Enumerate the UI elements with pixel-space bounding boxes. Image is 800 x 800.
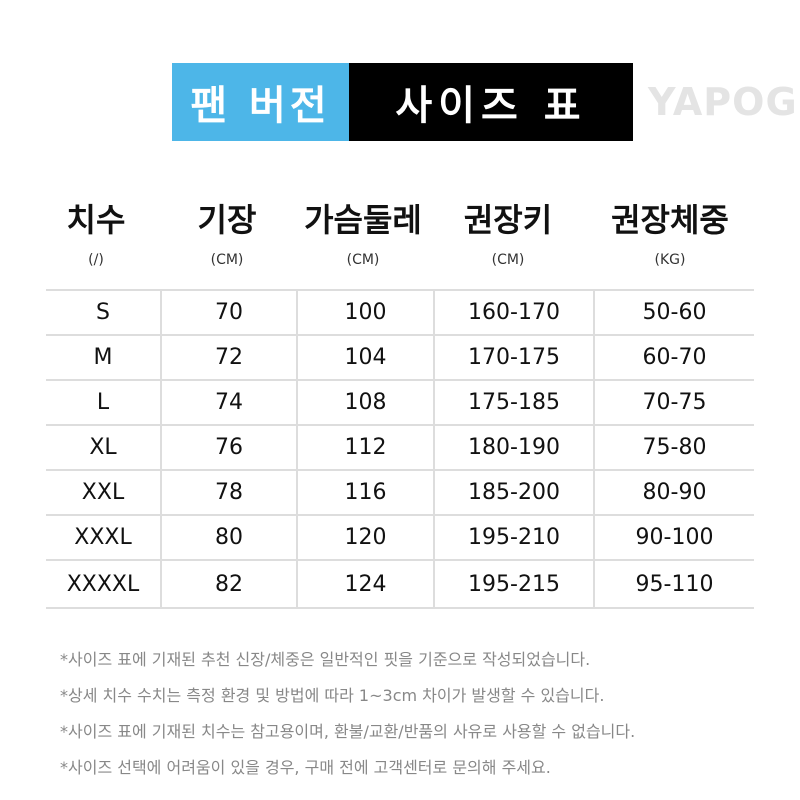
table-cell: XXL: [46, 469, 161, 516]
watermark: YAPOGI: [648, 80, 800, 124]
title-size-chart: 사이즈 표: [349, 63, 633, 141]
table-cell: XL: [46, 424, 161, 471]
table-cell: 75-80: [593, 424, 754, 471]
note: *사이즈 표에 기재된 치수는 참고용이며, 환불/교환/반품의 사유로 사용할…: [60, 722, 636, 741]
table-row: XXXXL 82 124 195-215 95-110: [46, 559, 754, 609]
table-cell: XXXXL: [46, 559, 161, 609]
table-cell: 180-190: [433, 424, 594, 471]
table-cell: 104: [296, 334, 434, 381]
table-cell: XXXL: [46, 514, 161, 561]
table-cell: 90-100: [593, 514, 754, 561]
note: *사이즈 선택에 어려움이 있을 경우, 구매 전에 고객센터로 문의해 주세요…: [60, 758, 551, 777]
header-unit: (CM): [346, 252, 380, 268]
table-cell: 60-70: [593, 334, 754, 381]
table-cell: 95-110: [593, 559, 754, 609]
table-row: XL 76 112 180-190 75-80: [46, 424, 754, 471]
table-cell: 50-60: [593, 289, 754, 336]
table-cell: M: [46, 334, 161, 381]
table-cell: 195-215: [433, 559, 594, 609]
header-unit: (/): [88, 252, 104, 268]
table-cell: 82: [160, 559, 297, 609]
table-cell: 70-75: [593, 379, 754, 426]
table-cell: 80-90: [593, 469, 754, 516]
table-cell: 120: [296, 514, 434, 561]
header-length: 기장 (CM): [162, 200, 292, 268]
header-unit: (CM): [491, 252, 525, 268]
table-cell: 160-170: [433, 289, 594, 336]
table-cell: 70: [160, 289, 297, 336]
table-row: XXXL 80 120 195-210 90-100: [46, 514, 754, 561]
table-cell: 78: [160, 469, 297, 516]
header-label: 권장키: [463, 201, 553, 239]
table-cell: 76: [160, 424, 297, 471]
header-chest: 가슴둘레 (CM): [288, 200, 438, 268]
table-row: XXL 78 116 185-200 80-90: [46, 469, 754, 516]
table-cell: 175-185: [433, 379, 594, 426]
header-weight: 권장체중 (KG): [590, 200, 750, 268]
table-cell: 72: [160, 334, 297, 381]
table-cell: S: [46, 289, 161, 336]
table-cell: 74: [160, 379, 297, 426]
table-cell: 80: [160, 514, 297, 561]
header-label: 치수: [66, 201, 126, 239]
table-row: M 72 104 170-175 60-70: [46, 334, 754, 381]
table-cell: 124: [296, 559, 434, 609]
table-row: S 70 100 160-170 50-60: [46, 289, 754, 336]
page-title: 팬 버전 사이즈 표: [172, 63, 633, 141]
note: *상세 치수 수치는 측정 환경 및 방법에 따라 1~3cm 차이가 발생할 …: [60, 686, 605, 705]
table-row: L 74 108 175-185 70-75: [46, 379, 754, 426]
header-label: 권장체중: [611, 201, 729, 239]
notes: *사이즈 표에 기재된 추천 신장/체중은 일반적인 핏을 기준으로 작성되었습…: [60, 646, 635, 790]
table-cell: 170-175: [433, 334, 594, 381]
size-table: S 70 100 160-170 50-60 M 72 104 170-175 60-70 L 74 1…: [46, 289, 754, 609]
table-cell: L: [46, 379, 161, 426]
header-size: 치수 (/): [46, 200, 146, 268]
header-unit: (KG): [654, 252, 686, 268]
table-cell: 100: [296, 289, 434, 336]
table-cell: 116: [296, 469, 434, 516]
table-cell: 112: [296, 424, 434, 471]
table-cell: 185-200: [433, 469, 594, 516]
header-label: 가슴둘레: [304, 201, 422, 239]
header-height: 권장키 (CM): [433, 200, 583, 268]
table-cell: 195-210: [433, 514, 594, 561]
title-fan-version: 팬 버전: [172, 63, 349, 141]
header-unit: (CM): [210, 252, 244, 268]
table-cell: 108: [296, 379, 434, 426]
note: *사이즈 표에 기재된 추천 신장/체중은 일반적인 핏을 기준으로 작성되었습…: [60, 650, 591, 669]
header-label: 기장: [197, 201, 257, 239]
